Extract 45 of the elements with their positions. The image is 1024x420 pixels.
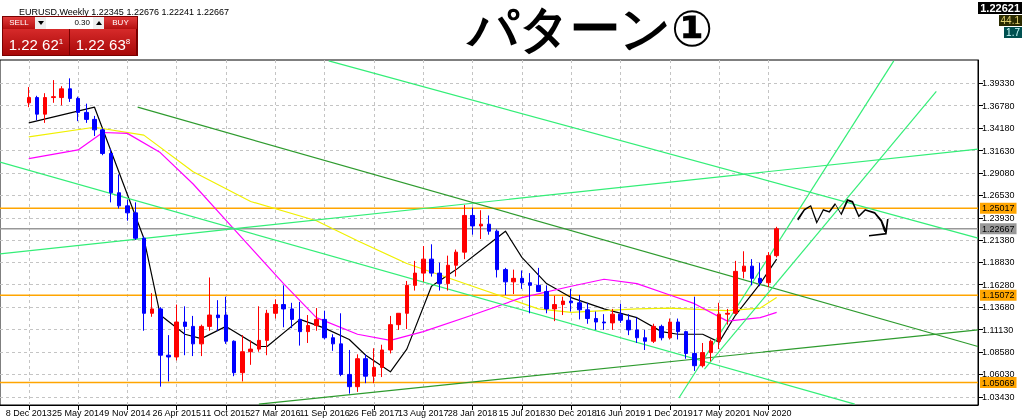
- y-tick-label: 1.16280: [982, 279, 1015, 290]
- x-tick-label: 1 Dec 2019: [646, 407, 693, 418]
- x-tick-label: 11 Oct 2015: [201, 407, 251, 418]
- x-tick-label: 16 Jun 2019: [595, 407, 646, 418]
- x-tick-label: 25 May 2014: [52, 407, 105, 418]
- y-tick-label: 1.13680: [982, 302, 1015, 313]
- y-tick-label: 1.21380: [982, 235, 1015, 246]
- y-tick-label: 1.34180: [982, 123, 1015, 134]
- text: 0.30: [46, 17, 93, 29]
- text: 1.22621: [978, 2, 1022, 14]
- x-tick-label: 26 Feb 2017: [348, 407, 400, 418]
- text: SELL: [3, 17, 35, 29]
- x-tick-label: 27 Mar 2016: [250, 407, 301, 418]
- x-tick-label: 11 Sep 2016: [299, 407, 350, 418]
- y-tick-label: 1.39330: [982, 78, 1015, 89]
- ref-line-label: 1.25017: [982, 203, 1015, 214]
- text: パターン①: [468, 0, 714, 58]
- ref-line-label: 1.05069: [982, 377, 1015, 388]
- text: 1.7: [1004, 27, 1022, 38]
- y-tick-label: 1.11130: [982, 324, 1014, 335]
- text: 1.22 63$^{8}$: [70, 29, 137, 55]
- y-tick-label: 1.08580: [982, 346, 1015, 357]
- x-tick-label: 17 May 2020: [693, 407, 746, 418]
- y-tick-label: 1.18830: [982, 257, 1015, 268]
- ref-line-label: 1.15072: [982, 290, 1015, 301]
- x-tick-label: 8 Dec 2013: [5, 407, 52, 418]
- chart-title: EURUSD,Weekly 1.22345 1.22676 1.22241 1.22667: [19, 6, 229, 17]
- x-tick-label: 15 Jul 2018: [498, 407, 546, 418]
- x-tick-label: 26 Apr 2015: [152, 407, 201, 418]
- y-tick-label: 1.06030: [982, 369, 1015, 380]
- y-tick-label: 1.31630: [982, 145, 1015, 156]
- y-tick-label: 1.26530: [982, 190, 1015, 201]
- y-tick-label: 1.03430: [982, 391, 1015, 402]
- x-tick-label: 1 Nov 2020: [745, 407, 792, 418]
- x-tick-label: 9 Nov 2014: [104, 407, 151, 418]
- x-tick-label: 30 Dec 2018: [545, 407, 597, 418]
- y-tick-label: 1.36780: [982, 100, 1015, 111]
- text: 44.1: [998, 15, 1022, 26]
- x-tick-label: 13 Aug 2017: [397, 407, 449, 418]
- text: 1.22 62$^{1}$: [3, 29, 70, 55]
- y-tick-label: 1.29080: [982, 167, 1015, 178]
- y-tick-label: 1.23930: [982, 212, 1015, 223]
- ref-line-label: 1.22667: [982, 223, 1015, 234]
- x-tick-label: 28 Jan 2018: [447, 407, 498, 418]
- text: BUY: [104, 17, 137, 29]
